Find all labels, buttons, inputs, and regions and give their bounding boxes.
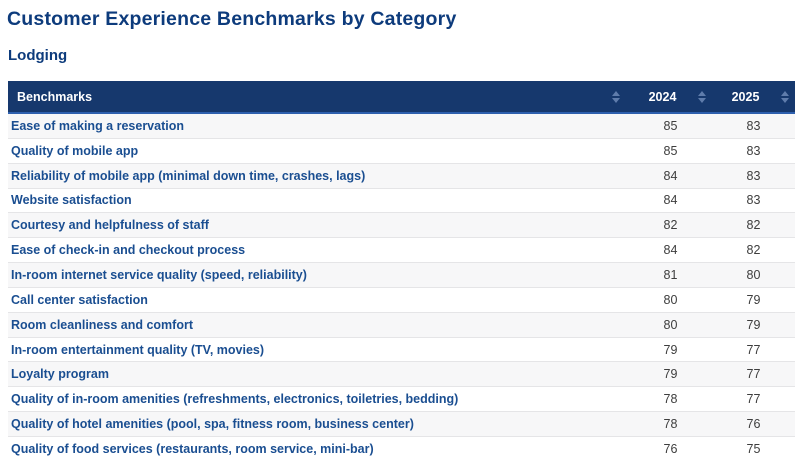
- table-row: Courtesy and helpfulness of staff 82 82: [8, 213, 795, 239]
- value-2025: 79: [746, 292, 761, 307]
- table-row: Loyalty program 79 77: [8, 362, 795, 388]
- value-2025: 83: [746, 168, 761, 183]
- column-header-2025-label: 2025: [731, 89, 760, 104]
- value-2025: 82: [746, 218, 761, 233]
- benchmark-name: Quality of food services (restaurants, r…: [11, 441, 374, 456]
- column-header-benchmarks-label: Benchmarks: [17, 89, 93, 104]
- value-2025: 83: [746, 193, 761, 208]
- benchmark-name: Quality of mobile app: [11, 143, 139, 158]
- benchmark-name: Loyalty program: [11, 367, 109, 382]
- table-row: In-room entertainment quality (TV, movie…: [8, 337, 795, 363]
- column-header-benchmarks[interactable]: Benchmarks: [8, 90, 629, 104]
- value-2024: 82: [663, 218, 678, 233]
- column-header-2024[interactable]: 2024: [629, 90, 712, 104]
- table-header-row: Benchmarks 2024 2025: [8, 81, 795, 114]
- table-row: Quality of in-room amenities (refreshmen…: [8, 387, 795, 413]
- value-2024: 84: [663, 193, 678, 208]
- table-row: Reliability of mobile app (minimal down …: [8, 163, 795, 189]
- benchmark-name: Call center satisfaction: [11, 292, 148, 307]
- table-body: Ease of making a reservation 85 83 Quali…: [8, 114, 795, 460]
- value-2024: 80: [663, 317, 678, 332]
- table-row: Ease of making a reservation 85 83: [8, 114, 795, 139]
- value-2025: 77: [746, 392, 761, 407]
- sort-updown-icon[interactable]: [779, 90, 791, 103]
- sort-up-arrow: [612, 90, 620, 96]
- value-2025: 79: [746, 317, 761, 332]
- value-2025: 83: [746, 143, 761, 158]
- table-row: Ease of check-in and checkout process 84…: [8, 238, 795, 264]
- table-row: Quality of hotel amenities (pool, spa, f…: [8, 412, 795, 437]
- benchmark-name: Courtesy and helpfulness of staff: [11, 218, 209, 233]
- value-2024: 85: [663, 143, 678, 158]
- value-2025: 80: [746, 267, 761, 282]
- category-title: Lodging: [8, 47, 68, 64]
- value-2024: 79: [663, 342, 678, 357]
- value-2025: 83: [746, 118, 761, 133]
- value-2024: 79: [663, 367, 678, 382]
- value-2024: 85: [663, 118, 678, 133]
- value-2024: 78: [663, 392, 678, 407]
- value-2025: 75: [746, 441, 761, 456]
- sort-up-arrow: [698, 90, 706, 96]
- table-row: Quality of food services (restaurants, r…: [8, 436, 795, 460]
- value-2025: 77: [746, 367, 761, 382]
- page-title: Customer Experience Benchmarks by Catego…: [7, 8, 457, 30]
- benchmark-name: Room cleanliness and comfort: [11, 317, 193, 332]
- benchmark-name: Quality of in-room amenities (refreshmen…: [11, 392, 459, 407]
- benchmark-name: Website satisfaction: [11, 193, 132, 208]
- benchmark-name: Ease of check-in and checkout process: [11, 243, 246, 258]
- column-header-2024-label: 2024: [648, 89, 677, 104]
- benchmark-name: In-room entertainment quality (TV, movie…: [11, 342, 265, 357]
- benchmarks-table: Benchmarks 2024 2025: [8, 81, 795, 460]
- value-2024: 78: [663, 417, 678, 432]
- table-row: Call center satisfaction 80 79: [8, 287, 795, 313]
- value-2025: 77: [746, 342, 761, 357]
- value-2025: 76: [746, 417, 761, 432]
- benchmark-name: Quality of hotel amenities (pool, spa, f…: [11, 417, 414, 432]
- benchmark-name: In-room internet service quality (speed,…: [11, 267, 307, 282]
- sort-down-arrow: [781, 97, 789, 103]
- table-row: Website satisfaction 84 83: [8, 188, 795, 214]
- value-2024: 84: [663, 168, 678, 183]
- sort-down-arrow: [612, 97, 620, 103]
- table-row: Quality of mobile app 85 83: [8, 138, 795, 164]
- table-row: In-room internet service quality (speed,…: [8, 263, 795, 288]
- sort-up-arrow: [781, 90, 789, 96]
- sort-updown-icon[interactable]: [610, 90, 622, 103]
- column-header-2025[interactable]: 2025: [712, 90, 795, 104]
- benchmark-name: Reliability of mobile app (minimal down …: [11, 168, 366, 183]
- sort-updown-icon[interactable]: [696, 90, 708, 103]
- value-2024: 80: [663, 292, 678, 307]
- table-row: Room cleanliness and comfort 80 79: [8, 312, 795, 338]
- value-2024: 81: [663, 267, 678, 282]
- value-2024: 84: [663, 243, 678, 258]
- sort-down-arrow: [698, 97, 706, 103]
- benchmark-name: Ease of making a reservation: [11, 118, 184, 133]
- value-2024: 76: [663, 441, 678, 456]
- value-2025: 82: [746, 243, 761, 258]
